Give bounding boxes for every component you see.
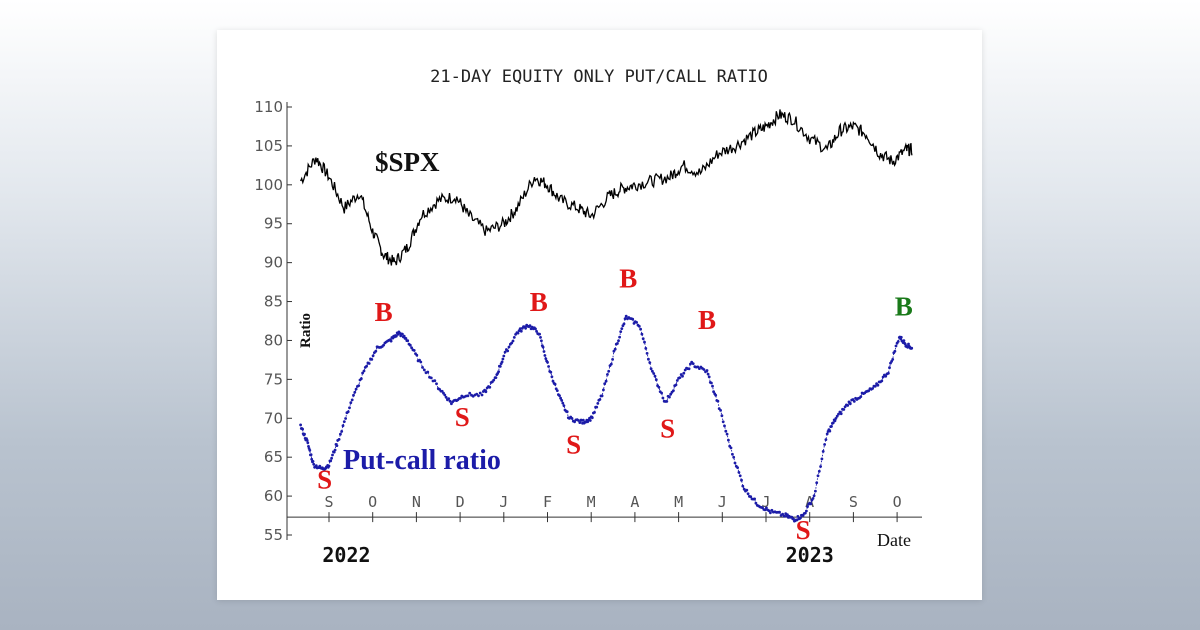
put-call-annotation: Put-call ratio xyxy=(343,445,501,476)
put-call-point xyxy=(546,360,549,364)
y-axis-label: Ratio xyxy=(298,313,314,348)
y-tick-label: 95 xyxy=(264,215,283,233)
x-tick-label: S xyxy=(324,493,333,511)
x-tick-label: M xyxy=(674,493,683,511)
put-call-point xyxy=(498,365,502,368)
series-layer xyxy=(299,109,914,523)
y-tick-label: 90 xyxy=(264,254,283,272)
put-call-point xyxy=(819,465,822,468)
put-call-point xyxy=(389,339,393,343)
spx-series-line xyxy=(300,109,913,266)
buy-signal-marker: B xyxy=(375,297,393,327)
put-call-point xyxy=(544,357,548,360)
put-call-point xyxy=(415,353,419,357)
put-call-point xyxy=(603,382,607,386)
sell-signal-marker: S xyxy=(660,414,675,444)
y-tick-label: 60 xyxy=(264,487,283,505)
x-tick-label: M xyxy=(587,493,596,511)
put-call-point xyxy=(888,366,891,370)
buy-signal-marker: B xyxy=(895,292,913,322)
put-call-point xyxy=(817,469,821,473)
year-label: 2023 xyxy=(786,543,834,567)
x-tick-label: O xyxy=(893,493,902,511)
put-call-point xyxy=(815,481,819,485)
sell-signal-marker: S xyxy=(566,429,581,459)
x-axis-label: Date xyxy=(877,530,911,550)
y-tick-label: 75 xyxy=(264,370,283,388)
chart-title: 21-DAY EQUITY ONLY PUT/CALL RATIO xyxy=(430,67,768,87)
put-call-point xyxy=(340,430,344,433)
put-call-point xyxy=(753,497,756,501)
spx-annotation: $SPX xyxy=(375,147,440,177)
put-call-point xyxy=(723,424,726,428)
put-call-dots xyxy=(299,314,914,523)
y-tick-label: 80 xyxy=(264,331,283,349)
x-tick-label: D xyxy=(456,493,465,511)
put-call-point xyxy=(602,388,605,392)
put-call-series-line xyxy=(300,315,912,522)
y-tick-label: 70 xyxy=(264,409,283,427)
put-call-point xyxy=(551,379,555,383)
put-call-point xyxy=(600,394,604,398)
buy-signal-marker: B xyxy=(619,264,637,294)
y-tick-label: 85 xyxy=(264,293,283,311)
x-tick-label: F xyxy=(543,493,552,511)
put-call-point xyxy=(310,457,314,461)
put-call-point xyxy=(617,339,620,343)
annotation-layer: $SPX Put-call ratio S B S B S B S B S B xyxy=(317,147,913,545)
put-call-point xyxy=(359,377,363,381)
x-tick-label: A xyxy=(630,493,639,511)
x-tick-label: J xyxy=(499,493,508,511)
chart-card: 21-DAY EQUITY ONLY PUT/CALL RATIO 55 60 65… xyxy=(217,30,982,600)
put-call-point xyxy=(613,347,617,351)
buy-signal-marker: B xyxy=(530,287,548,317)
put-call-point xyxy=(821,450,825,453)
x-tick-label: J xyxy=(761,493,770,511)
y-tick-label: 65 xyxy=(264,448,283,466)
put-call-point xyxy=(824,438,828,441)
chart-canvas: 21-DAY EQUITY ONLY PUT/CALL RATIO 55 60 65… xyxy=(254,67,922,567)
y-tick-label: 100 xyxy=(254,176,283,194)
x-tick-label: O xyxy=(368,493,377,511)
put-call-point xyxy=(598,398,602,401)
x-tick-label: N xyxy=(412,493,421,511)
buy-signal-marker: B xyxy=(698,305,716,335)
sell-signal-marker: S xyxy=(796,515,811,545)
put-call-point xyxy=(825,432,829,436)
put-call-point xyxy=(896,340,900,343)
y-tick-label: 110 xyxy=(254,98,283,116)
put-call-point xyxy=(644,347,648,350)
put-call-point xyxy=(341,424,345,428)
x-tick-label: J xyxy=(718,493,727,511)
put-call-point xyxy=(654,378,658,382)
chart-axes: 556065707580859095100105110SONDJFMAMJJAS… xyxy=(254,98,922,567)
y-tick-label: 105 xyxy=(254,137,283,155)
put-call-point xyxy=(740,478,743,482)
sell-signal-marker: S xyxy=(317,464,332,494)
put-call-point xyxy=(352,393,355,397)
x-tick-label: S xyxy=(849,493,858,511)
put-call-point xyxy=(622,322,626,326)
put-call-point xyxy=(640,332,644,336)
y-tick-label: 55 xyxy=(264,526,283,544)
sell-signal-marker: S xyxy=(455,402,470,432)
year-label: 2022 xyxy=(322,543,370,567)
